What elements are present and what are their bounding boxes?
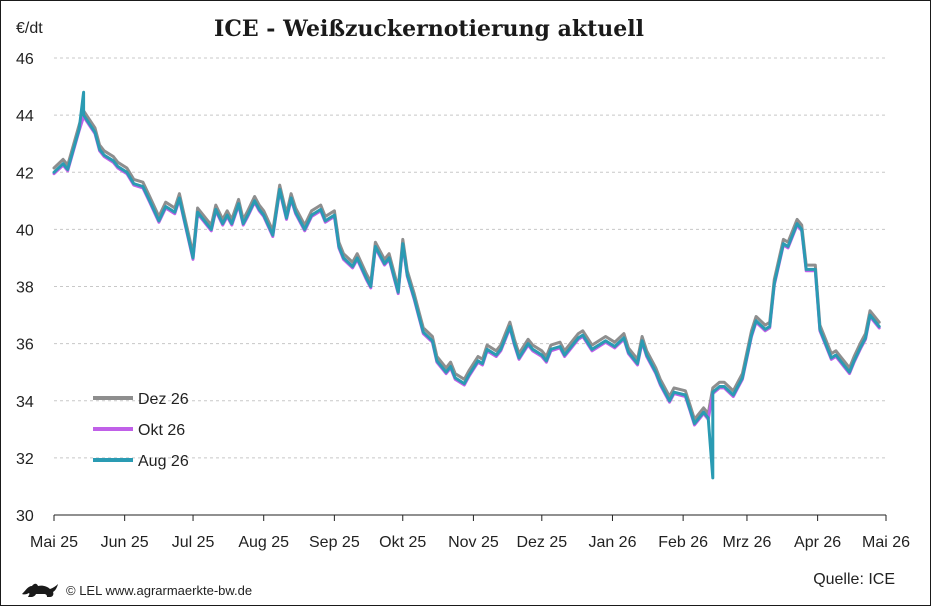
x-tick-label: Sep 25 [309, 534, 360, 551]
legend-label: Aug 26 [138, 453, 189, 470]
x-tick-label: Okt 25 [379, 534, 426, 551]
grid-lines [54, 57, 886, 459]
credit-text: © LEL www.agrarmaerkte-bw.de [66, 582, 253, 598]
y-tick-label: 44 [16, 108, 34, 125]
x-tick-label: Feb 26 [658, 534, 708, 551]
y-tick-label: 32 [16, 451, 34, 468]
y-tick-label: 30 [16, 508, 34, 525]
y-tick-label: 36 [16, 337, 34, 354]
y-tick-label: 40 [16, 222, 34, 239]
footer-credit: © LEL www.agrarmaerkte-bw.de [20, 580, 252, 600]
source-label: Quelle: ICE [813, 571, 895, 588]
y-tick-label: 42 [16, 165, 34, 182]
series-line-aug-26 [52, 90, 881, 480]
y-axis-unit-label: €/dt [16, 20, 43, 37]
x-tick-label: Mrz 26 [723, 534, 772, 551]
x-axis: Mai 25 Jun 25 Jul 25 Aug 25 Sep 25 Okt 25 Nov … [30, 514, 910, 551]
lion-logo-icon [22, 583, 58, 597]
legend-label: Okt 26 [138, 422, 185, 439]
x-tick-label: Dez 25 [516, 534, 567, 551]
y-tick-label: 34 [16, 394, 34, 411]
chart-title: ICE - Weißzuckernotierung aktuell [214, 16, 644, 42]
y-tick-label: 38 [16, 280, 34, 297]
legend: Dez 26 Okt 26 Aug 26 [93, 391, 189, 470]
y-tick-label: 46 [16, 51, 34, 68]
series-lines [52, 90, 881, 480]
y-tick-labels: 30 32 34 36 38 40 42 44 46 [16, 51, 34, 525]
x-tick-label: Jan 26 [588, 534, 636, 551]
x-tick-label: Jul 25 [172, 534, 215, 551]
series-line-dez-26 [52, 109, 881, 421]
x-tick-label: Mai 26 [862, 534, 910, 551]
x-tick-label: Nov 25 [448, 534, 499, 551]
x-tick-label: Apr 26 [794, 534, 841, 551]
x-tick-label: Jun 25 [101, 534, 149, 551]
legend-label: Dez 26 [138, 391, 189, 408]
x-tick-label: Aug 25 [238, 534, 289, 551]
x-tick-label: Mai 25 [30, 534, 78, 551]
